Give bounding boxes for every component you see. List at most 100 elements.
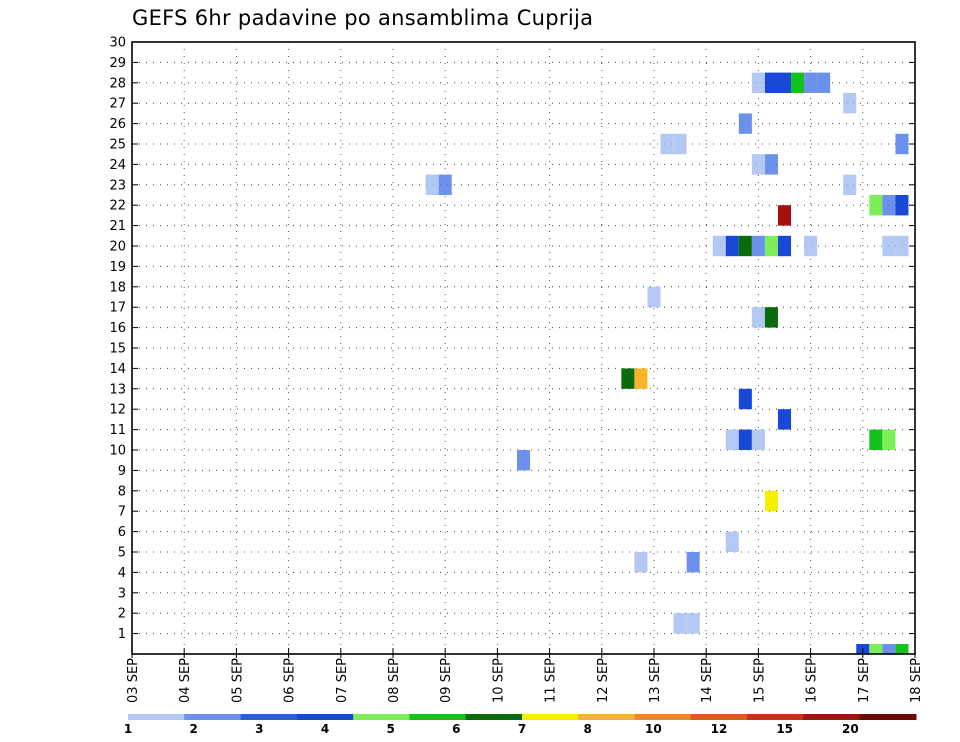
heatmap-cell <box>764 307 778 328</box>
heatmap-cell <box>738 388 752 410</box>
heatmap-cell <box>843 174 857 195</box>
heatmap-cell <box>438 174 452 195</box>
heatmap-cell <box>686 613 700 634</box>
heatmap-cell <box>712 235 726 257</box>
color-scale-segment <box>859 714 917 720</box>
y-tick-label: 7 <box>118 505 126 520</box>
heatmap-cell <box>725 429 739 450</box>
heatmap-cell <box>869 644 883 654</box>
x-tick-label: 18 SEP <box>909 658 924 703</box>
y-tick-label: 20 <box>109 240 126 255</box>
heatmap-cell <box>725 531 739 552</box>
heatmap-cell <box>895 235 909 257</box>
heatmap-cell <box>843 93 857 114</box>
color-scale-segment <box>803 714 861 720</box>
x-tick-label: 04 SEP <box>178 658 193 703</box>
color-scale-segment <box>409 714 467 720</box>
x-tick-label: 12 SEP <box>596 658 611 703</box>
heatmap-cell <box>738 113 752 134</box>
color-scale-label: 10 <box>645 722 662 736</box>
heatmap-cell <box>882 644 896 654</box>
y-tick-label: 15 <box>109 342 126 357</box>
heatmap-cell <box>673 133 687 155</box>
y-tick-label: 22 <box>109 199 126 214</box>
y-tick-label: 3 <box>118 586 126 601</box>
grid-overlay <box>132 62 915 634</box>
heatmap-cell <box>777 409 792 430</box>
color-scale-segment <box>128 714 185 720</box>
heatmap-cell <box>751 235 765 257</box>
heatmap-cell <box>882 235 896 257</box>
x-axis: 03 SEP 04 SEP 05 SEP 06 SEP 07 SEP 08 SEP 09 S… <box>126 648 924 703</box>
color-scale-label: 12 <box>711 722 728 736</box>
heatmap-cell <box>895 644 909 654</box>
x-tick-label: 06 SEP <box>283 658 298 703</box>
heatmap-cell <box>817 72 831 93</box>
color-scale-segment <box>522 714 579 720</box>
color-scale-label: 20 <box>842 722 859 736</box>
y-tick-label: 14 <box>109 362 126 377</box>
y-tick-label: 6 <box>118 525 126 540</box>
y-tick-label: 24 <box>109 158 126 173</box>
color-scale-segment <box>465 714 523 720</box>
heatmap-cell <box>647 286 661 308</box>
heatmap-cell <box>804 72 818 93</box>
y-tick-label: 26 <box>109 117 126 132</box>
data-cells <box>425 72 909 654</box>
x-tick-label: 14 SEP <box>700 658 715 703</box>
heatmap-cell <box>804 235 818 257</box>
heatmap-cell <box>621 368 635 389</box>
y-tick-label: 12 <box>109 403 126 418</box>
x-tick-label: 10 SEP <box>491 658 506 703</box>
y-tick-label: 10 <box>109 444 126 459</box>
y-tick-label: 11 <box>109 423 126 438</box>
color-scale-segment <box>184 714 242 720</box>
heatmap-cell <box>869 195 883 216</box>
heatmap-cell <box>634 552 648 573</box>
heatmap-cell <box>777 205 792 226</box>
y-tick-label: 28 <box>109 76 126 91</box>
color-scale-label: 7 <box>518 722 526 736</box>
x-tick-label: 13 SEP <box>648 658 663 703</box>
heatmap-cell <box>882 429 896 450</box>
x-tick-label: 17 SEP <box>857 658 872 703</box>
heatmap-cell <box>764 235 778 257</box>
color-scale-label: 6 <box>452 722 460 736</box>
color-scale-label: 15 <box>776 722 793 736</box>
y-tick-label: 2 <box>118 607 126 622</box>
color-scale-label: 3 <box>255 722 263 736</box>
heatmap-cell <box>751 429 765 450</box>
y-tick-label: 29 <box>109 56 126 71</box>
color-scale-segment <box>240 714 298 720</box>
heatmap-cell <box>777 72 792 93</box>
x-tick-label: 09 SEP <box>439 658 454 703</box>
y-tick-label: 9 <box>118 464 126 479</box>
color-scale-label: 8 <box>583 722 591 736</box>
color-scale-label: 4 <box>321 722 329 736</box>
color-scale-segment <box>634 714 692 720</box>
y-tick-label: 1 <box>118 627 126 642</box>
heatmap-cell <box>882 195 896 216</box>
heatmap-cell <box>425 174 439 195</box>
color-scale-segment <box>747 714 804 720</box>
x-tick-label: 16 SEP <box>805 658 820 703</box>
heatmap-cell <box>764 490 778 512</box>
y-tick-label: 8 <box>118 484 126 499</box>
heatmap-cell <box>764 72 778 93</box>
color-scale-bar: 1 2 3 4 5 6 7 8 10 12 15 20 <box>124 714 917 736</box>
color-scale-segment <box>353 714 410 720</box>
heatmap-cell <box>751 307 765 328</box>
heatmap-cell <box>895 195 909 216</box>
heatmap-cell <box>738 235 752 257</box>
x-tick-label: 05 SEP <box>230 658 245 703</box>
color-scale-segment <box>296 714 354 720</box>
y-tick-label: 27 <box>109 97 126 112</box>
y-tick-label: 30 <box>109 36 126 51</box>
heatmap-cell <box>751 154 765 175</box>
heatmap-cell <box>777 235 792 257</box>
x-tick-label: 11 SEP <box>544 658 559 703</box>
y-axis: 1234567891011121314151617181920212223242… <box>109 36 915 642</box>
color-scale-label: 2 <box>189 722 197 736</box>
y-tick-label: 23 <box>109 178 126 193</box>
